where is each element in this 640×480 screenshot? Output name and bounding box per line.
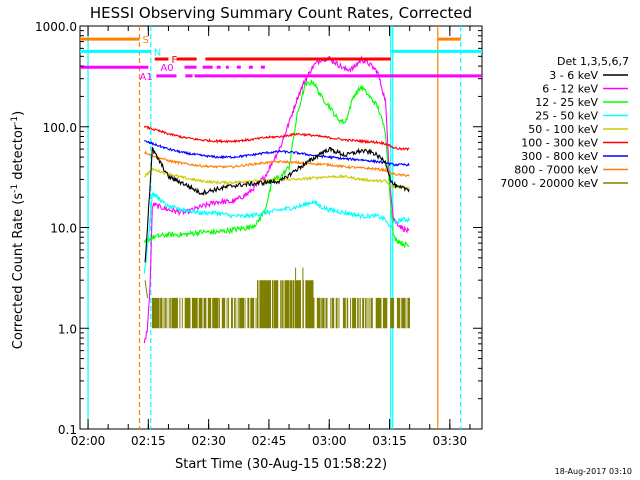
flag-label: A1 xyxy=(139,72,152,83)
y-tick-label: 0.1 xyxy=(58,423,77,437)
legend-entry-label: 100 - 300 keV xyxy=(521,137,598,150)
series-line xyxy=(144,140,410,167)
y-label-exponent: -1 xyxy=(10,184,20,193)
x-axis: 02:00 02:15 02:30 02:45 03:00 03:15 03:30 xyxy=(71,26,471,448)
x-tick-label: 02:15 xyxy=(131,434,166,448)
y-label-part: detector xyxy=(11,124,26,184)
y-axis: 0.1 1.0 10.0 100.0 1000.0 xyxy=(35,20,482,437)
timestamp: 18-Aug-2017 03:10 xyxy=(555,467,632,476)
y-label-part: ) xyxy=(11,111,26,116)
x-tick-label: 03:30 xyxy=(433,434,468,448)
y-tick-label: 1000.0 xyxy=(35,20,77,34)
y-label-part: Corrected Count Rate (s xyxy=(11,193,26,350)
y-tick-label: 1.0 xyxy=(58,322,77,336)
legend-entry-label: 6 - 12 keV xyxy=(542,83,598,96)
series-line xyxy=(144,267,410,329)
legend-entry-label: 7000 - 20000 keV xyxy=(500,177,598,190)
flag-label: S xyxy=(142,35,148,46)
y-tick-label: 100.0 xyxy=(43,121,77,135)
y-tick-label: 10.0 xyxy=(50,222,77,236)
vertical-markers xyxy=(87,26,462,429)
x-tick-label: 02:45 xyxy=(252,434,287,448)
series-line xyxy=(143,150,410,178)
series-line xyxy=(143,55,410,344)
series-line xyxy=(143,79,410,249)
x-tick-label: 02:30 xyxy=(191,434,226,448)
legend-entry-label: 3 - 6 keV xyxy=(549,69,598,82)
flag-label: N xyxy=(154,47,161,58)
legend-entry-label: 12 - 25 keV xyxy=(535,96,598,109)
x-tick-label: 03:00 xyxy=(312,434,347,448)
legend-entry-label: 300 - 800 keV xyxy=(521,150,598,163)
x-tick-label: 03:15 xyxy=(372,434,407,448)
y-axis-label: Corrected Count Rate (s-1 detector-1) xyxy=(10,111,26,349)
flag-label: F xyxy=(171,55,177,66)
legend-entry-label: 800 - 7000 keV xyxy=(514,164,598,177)
chart-title: HESSI Observing Summary Count Rates, Cor… xyxy=(90,4,472,22)
series-line xyxy=(144,146,410,263)
legend-entry-label: 25 - 50 keV xyxy=(535,110,598,123)
series-line xyxy=(143,125,410,152)
legend-entry-label: 50 - 100 keV xyxy=(528,123,598,136)
x-tick-label: 02:00 xyxy=(71,434,106,448)
y-label-exponent: -1 xyxy=(10,116,20,125)
series-line xyxy=(144,167,410,191)
flag-label: A0 xyxy=(160,63,173,74)
legend-title: Det 1,3,5,6,7 xyxy=(557,55,629,68)
x-axis-label: Start Time (30-Aug-15 01:58:22) xyxy=(175,457,387,472)
plot-frame xyxy=(79,25,483,430)
series-layer xyxy=(143,55,410,344)
series-line xyxy=(143,191,410,274)
